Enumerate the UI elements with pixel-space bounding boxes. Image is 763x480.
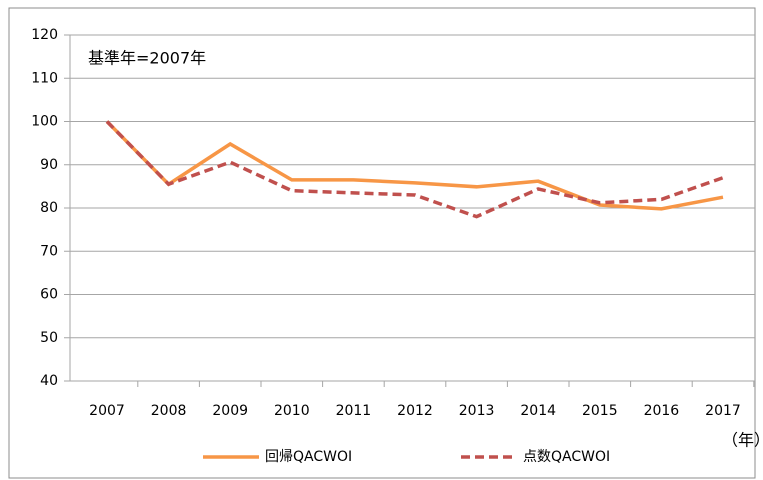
x-tick-label: 2010 [274, 403, 310, 419]
x-tick-label: 2013 [459, 403, 495, 419]
series-line [105, 120, 724, 219]
y-tick-label: 80 [40, 200, 58, 216]
y-tick-label: 110 [31, 70, 58, 86]
x-tick-label: 2007 [89, 403, 125, 419]
legend-label: 点数QACWOI [523, 449, 610, 465]
x-unit: （年） [722, 431, 763, 450]
chart-frame [8, 7, 756, 479]
y-tick-label: 90 [40, 157, 58, 173]
annotation: 基準年=2007年 [88, 49, 206, 68]
y-tick-label: 70 [40, 243, 58, 259]
x-tick-label: 2017 [705, 403, 741, 419]
x-tick-label: 2016 [644, 403, 680, 419]
x-tick-label: 2008 [151, 403, 187, 419]
x-tick-label: 2009 [212, 403, 248, 419]
x-tick-label: 2014 [520, 403, 556, 419]
legend-label: 回帰QACWOI [265, 448, 352, 465]
y-tick-label: 50 [40, 330, 58, 346]
series-line [105, 120, 724, 211]
y-tick-label: 100 [31, 114, 58, 130]
y-tick-label: 60 [40, 287, 58, 303]
y-tick-label: 40 [40, 373, 58, 389]
x-tick-label: 2011 [336, 403, 372, 419]
y-tick-label: 120 [31, 27, 58, 43]
x-tick-label: 2015 [582, 403, 618, 419]
x-tick-label: 2012 [397, 403, 433, 419]
